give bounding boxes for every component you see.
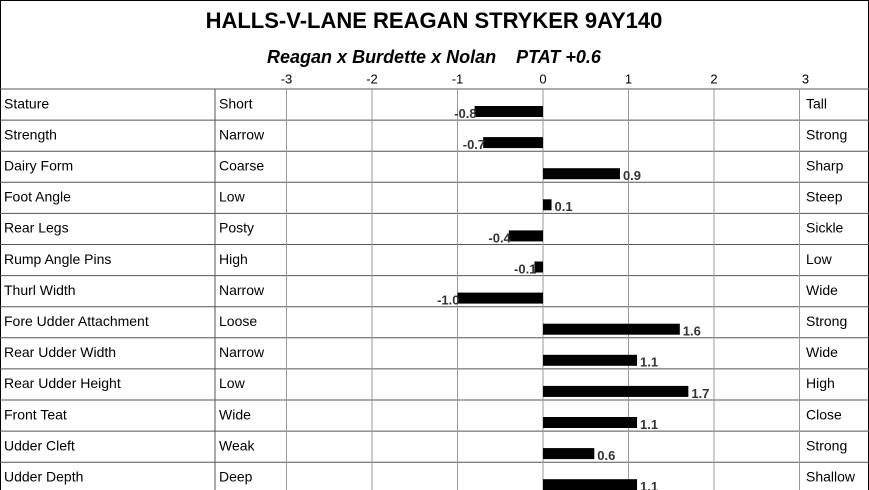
low-label: Deep [219, 468, 253, 484]
trait-label: Udder Cleft [4, 437, 75, 453]
chart-title: HALLS-V-LANE REAGAN STRYKER 9AY140 [206, 8, 663, 33]
trait-label: Udder Depth [4, 468, 83, 484]
bar [543, 479, 638, 490]
value-label: -0.4 [488, 230, 511, 245]
x-tick-label: -3 [281, 71, 293, 86]
value-label: 0.9 [623, 168, 641, 183]
value-label: -1.0 [437, 293, 459, 308]
bar [543, 199, 552, 211]
value-label: -0.8 [454, 106, 476, 121]
low-label: Narrow [219, 344, 265, 360]
low-label: Weak [219, 437, 256, 453]
high-label: Close [806, 406, 842, 422]
bar [543, 168, 620, 180]
trait-label: Dairy Form [4, 157, 73, 173]
trait-label: Rear Legs [4, 220, 69, 236]
high-label: Tall [806, 95, 827, 111]
bar [543, 354, 638, 366]
bar [543, 417, 638, 428]
high-label: Strong [806, 437, 847, 453]
trait-label: Rear Udder Height [4, 375, 121, 391]
x-tick-label: 2 [710, 71, 717, 86]
high-label: Sickle [806, 220, 844, 236]
bar [508, 230, 543, 242]
value-label: 1.1 [640, 479, 658, 490]
trait-label: Stature [4, 95, 49, 111]
x-tick-label: -2 [366, 71, 378, 86]
value-label: 0.1 [555, 199, 573, 214]
value-label: 1.6 [683, 324, 701, 339]
x-tick-label: 1 [625, 71, 632, 86]
chart-subtitle: Reagan x Burdette x Nolan PTAT +0.6 [267, 47, 602, 67]
low-label: Loose [219, 313, 257, 329]
trait-label: Foot Angle [4, 189, 71, 205]
high-label: Wide [806, 282, 838, 298]
trait-label: Strength [4, 126, 57, 142]
low-label: Wide [219, 406, 251, 422]
low-label: High [219, 251, 248, 267]
x-tick-label: 0 [539, 71, 546, 86]
trait-label: Rear Udder Width [4, 344, 116, 360]
value-label: -0.1 [514, 261, 536, 276]
value-label: 0.6 [597, 448, 615, 463]
low-label: Coarse [219, 157, 264, 173]
bar [543, 448, 595, 460]
x-tick-label: -1 [452, 71, 464, 86]
high-label: Sharp [806, 157, 844, 173]
trait-label: Front Teat [4, 406, 67, 422]
low-label: Posty [219, 220, 254, 236]
x-tick-label: 3 [802, 71, 809, 86]
low-label: Narrow [219, 126, 265, 142]
high-label: Strong [806, 126, 847, 142]
high-label: Steep [806, 189, 843, 205]
high-label: Strong [806, 313, 847, 329]
bar [457, 292, 543, 304]
low-label: Narrow [219, 282, 265, 298]
bar [543, 385, 689, 397]
value-label: 1.1 [640, 355, 658, 370]
low-label: Low [219, 189, 246, 205]
bar [543, 323, 680, 335]
trait-label: Thurl Width [4, 282, 76, 298]
value-label: 1.7 [691, 386, 709, 401]
bar [534, 261, 543, 273]
value-label: 1.1 [640, 417, 658, 432]
bar [483, 137, 543, 149]
value-label: -0.7 [463, 137, 485, 152]
low-label: Low [219, 375, 246, 391]
trait-label: Rump Angle Pins [4, 251, 111, 267]
bar [474, 106, 543, 117]
high-label: Shallow [806, 468, 856, 484]
high-label: Wide [806, 344, 838, 360]
low-label: Short [219, 95, 253, 111]
trait-label: Fore Udder Attachment [4, 313, 149, 329]
high-label: High [806, 375, 835, 391]
high-label: Low [806, 251, 833, 267]
